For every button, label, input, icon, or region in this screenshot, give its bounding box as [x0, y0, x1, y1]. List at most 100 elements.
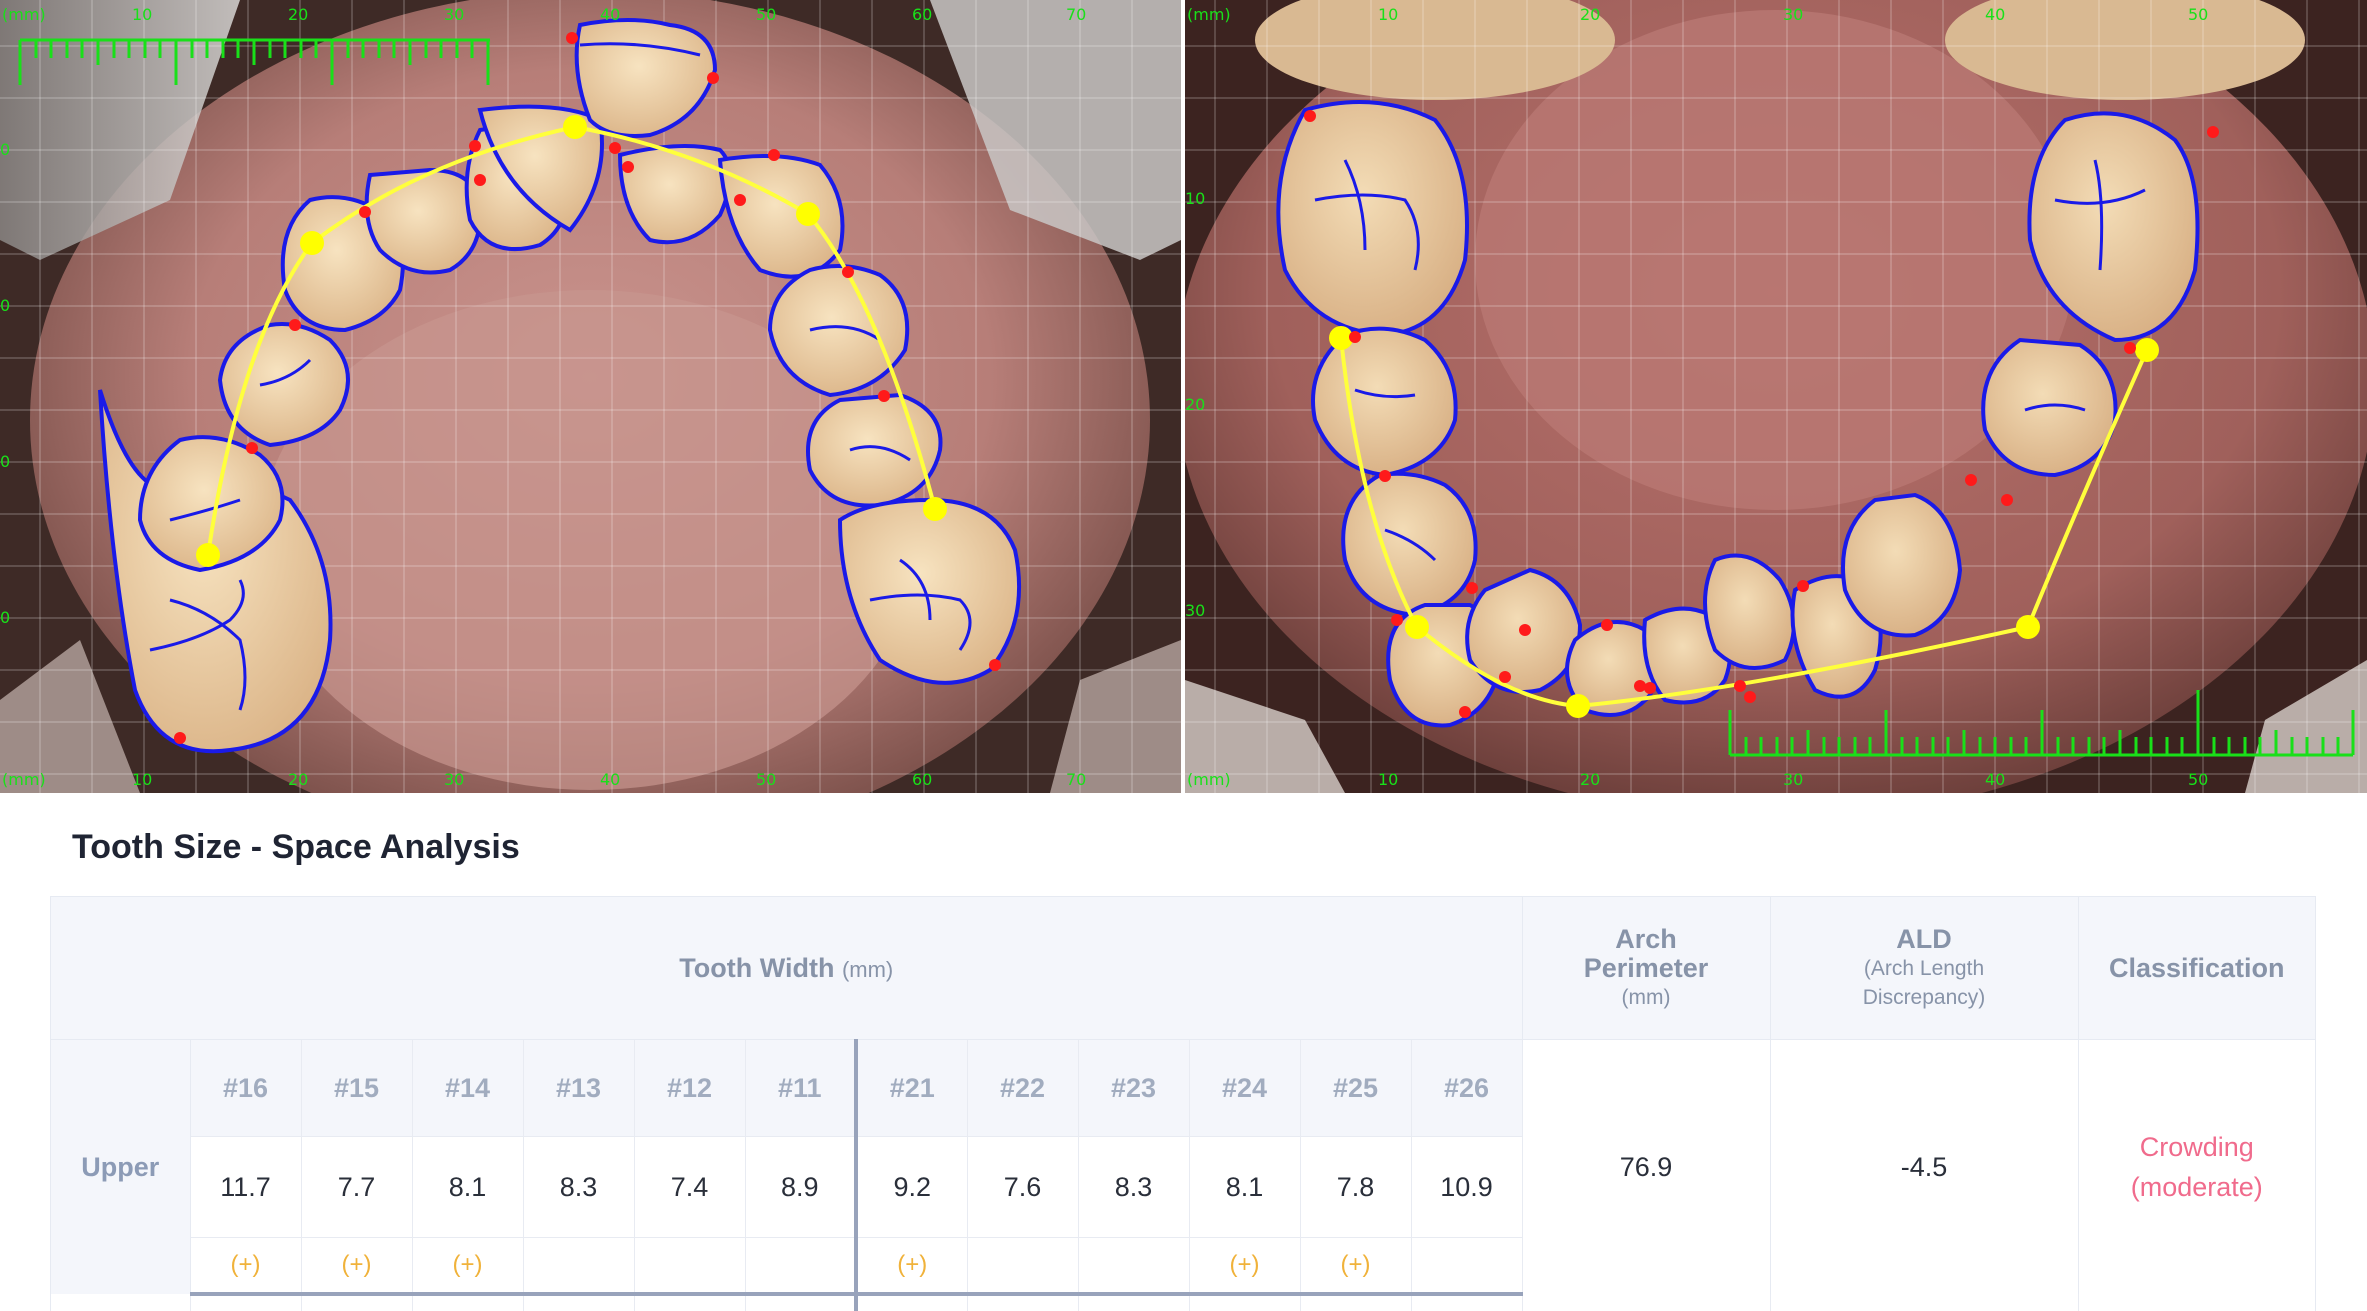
- tooth-number: #24: [1189, 1039, 1301, 1137]
- tooth-mark: [1078, 1237, 1190, 1296]
- tooth-width-value: 7.8: [1300, 1136, 1412, 1238]
- svg-text:30: 30: [1783, 5, 1803, 24]
- header-tooth-width: Tooth Width (mm): [51, 897, 1523, 1040]
- svg-text:60: 60: [912, 5, 932, 24]
- tooth-number: #12: [634, 1039, 746, 1137]
- svg-text:0: 0: [0, 608, 10, 627]
- svg-text:(mm): (mm): [1187, 5, 1231, 24]
- header-arch-perimeter: Arch Perimeter (mm): [1522, 897, 1771, 1040]
- svg-text:30: 30: [1185, 601, 1205, 620]
- upper-arch-photo: (mm) (mm) 10 20 30 40 50 60 70 10 20 30 …: [0, 0, 1181, 793]
- classification-line1: Crowding: [2139, 1132, 2254, 1162]
- tooth-mark: (+): [1300, 1237, 1412, 1296]
- tooth-number: #11: [745, 1039, 857, 1137]
- header-classification: Classification: [2078, 897, 2315, 1040]
- tooth-width-value: 11.7: [190, 1136, 302, 1238]
- classification-line2: (moderate): [2130, 1172, 2263, 1202]
- tooth-number: #23: [1078, 1039, 1190, 1137]
- svg-text:50: 50: [2188, 770, 2208, 789]
- tooth-number: #15: [301, 1039, 413, 1137]
- tooth-mark: (+): [412, 1237, 524, 1296]
- tooth-mark: [523, 1237, 635, 1296]
- next-row-stub: [51, 1294, 191, 1311]
- svg-text:20: 20: [1185, 395, 1205, 414]
- svg-text:40: 40: [600, 770, 620, 789]
- tooth-number: #22: [967, 1039, 1079, 1137]
- tooth-mark: [745, 1237, 857, 1296]
- tooth-width-value: 9.2: [854, 1136, 968, 1238]
- tooth-width-value: 8.3: [523, 1136, 635, 1238]
- svg-text:0: 0: [0, 452, 10, 471]
- svg-text:50: 50: [2188, 5, 2208, 24]
- svg-text:10: 10: [1378, 770, 1398, 789]
- upper-tooth-outlines: [98, 18, 1022, 754]
- svg-text:0: 0: [0, 296, 10, 315]
- svg-text:20: 20: [1580, 5, 1600, 24]
- tooth-width-value: 8.1: [1189, 1136, 1301, 1238]
- svg-text:70: 70: [1066, 5, 1086, 24]
- upper-axis-unit-top: (mm): [2, 5, 46, 24]
- dental-photos: (mm) (mm) 10 20 30 40 50 60 70 10 20 30 …: [0, 0, 2367, 793]
- tooth-number: #14: [412, 1039, 524, 1137]
- svg-text:20: 20: [288, 770, 308, 789]
- header-ald: ALD (Arch Length Discrepancy): [1770, 897, 2079, 1040]
- svg-text:20: 20: [1580, 770, 1600, 789]
- lower-ruler: [1728, 690, 2355, 757]
- panel-title: Tooth Size - Space Analysis: [72, 828, 520, 866]
- svg-text:10: 10: [1378, 5, 1398, 24]
- svg-text:0: 0: [0, 140, 10, 159]
- tooth-mark: (+): [1189, 1237, 1301, 1296]
- upper-ruler: [18, 38, 490, 85]
- tooth-mark: [967, 1237, 1079, 1296]
- tooth-mark: (+): [854, 1237, 968, 1296]
- tooth-number: #13: [523, 1039, 635, 1137]
- svg-text:40: 40: [1985, 770, 2005, 789]
- tooth-number: #21: [854, 1039, 968, 1137]
- upper-contact-points: [174, 32, 1001, 744]
- tooth-number: #25: [1300, 1039, 1412, 1137]
- tooth-mark: [1411, 1237, 1523, 1296]
- svg-text:40: 40: [1985, 5, 2005, 24]
- tooth-mark: [634, 1237, 746, 1296]
- svg-text:30: 30: [444, 770, 464, 789]
- tooth-width-value: 8.9: [745, 1136, 857, 1238]
- svg-text:10: 10: [1185, 189, 1205, 208]
- tooth-mark: (+): [190, 1237, 302, 1296]
- upper-fissures: [149, 42, 972, 711]
- tooth-width-value: 7.4: [634, 1136, 746, 1238]
- svg-text:30: 30: [1783, 770, 1803, 789]
- upper-arch-points: [196, 115, 947, 567]
- svg-text:10: 10: [132, 5, 152, 24]
- lower-arch-curve: [1339, 337, 2149, 709]
- tooth-number: #16: [190, 1039, 302, 1137]
- tooth-width-value: 7.7: [301, 1136, 413, 1238]
- tooth-width-value: 7.6: [967, 1136, 1079, 1238]
- tooth-mark: (+): [301, 1237, 413, 1296]
- lower-contact-points: [1304, 110, 2219, 718]
- svg-text:70: 70: [1066, 770, 1086, 789]
- lower-axis-labels: (mm) (mm) 10 20 30 40 50 10 20 30 40 50 …: [1185, 5, 2208, 789]
- tooth-width-value: 10.9: [1411, 1136, 1523, 1238]
- classification-value: Crowding (moderate): [2078, 1040, 2315, 1295]
- svg-text:50: 50: [756, 770, 776, 789]
- upper-axis-labels: (mm) (mm) 10 20 30 40 50 60 70 10 20 30 …: [0, 5, 1086, 789]
- space-analysis-table: Tooth Width (mm) Arch Perimeter (mm) ALD…: [50, 896, 2316, 1311]
- lower-fissures: [1314, 159, 2146, 562]
- svg-text:40: 40: [600, 5, 620, 24]
- ald-value: -4.5: [1770, 1039, 2079, 1294]
- tooth-width-value: 8.1: [412, 1136, 524, 1238]
- svg-text:50: 50: [756, 5, 776, 24]
- lower-arch-points: [1329, 326, 2159, 718]
- row-label-upper: Upper: [51, 1039, 191, 1294]
- tooth-number: #26: [1411, 1039, 1523, 1137]
- svg-text:30: 30: [444, 5, 464, 24]
- svg-text:60: 60: [912, 770, 932, 789]
- svg-text:20: 20: [288, 5, 308, 24]
- upper-axis-unit-bottom: (mm): [2, 770, 46, 789]
- svg-text:10: 10: [132, 770, 152, 789]
- svg-text:(mm): (mm): [1187, 770, 1231, 789]
- arch-perimeter-value: 76.9: [1522, 1039, 1771, 1294]
- lower-arch-photo: (mm) (mm) 10 20 30 40 50 10 20 30 40 50 …: [1185, 0, 2367, 793]
- tooth-width-value: 8.3: [1078, 1136, 1190, 1238]
- lower-tooth-outlines: [1276, 100, 2200, 728]
